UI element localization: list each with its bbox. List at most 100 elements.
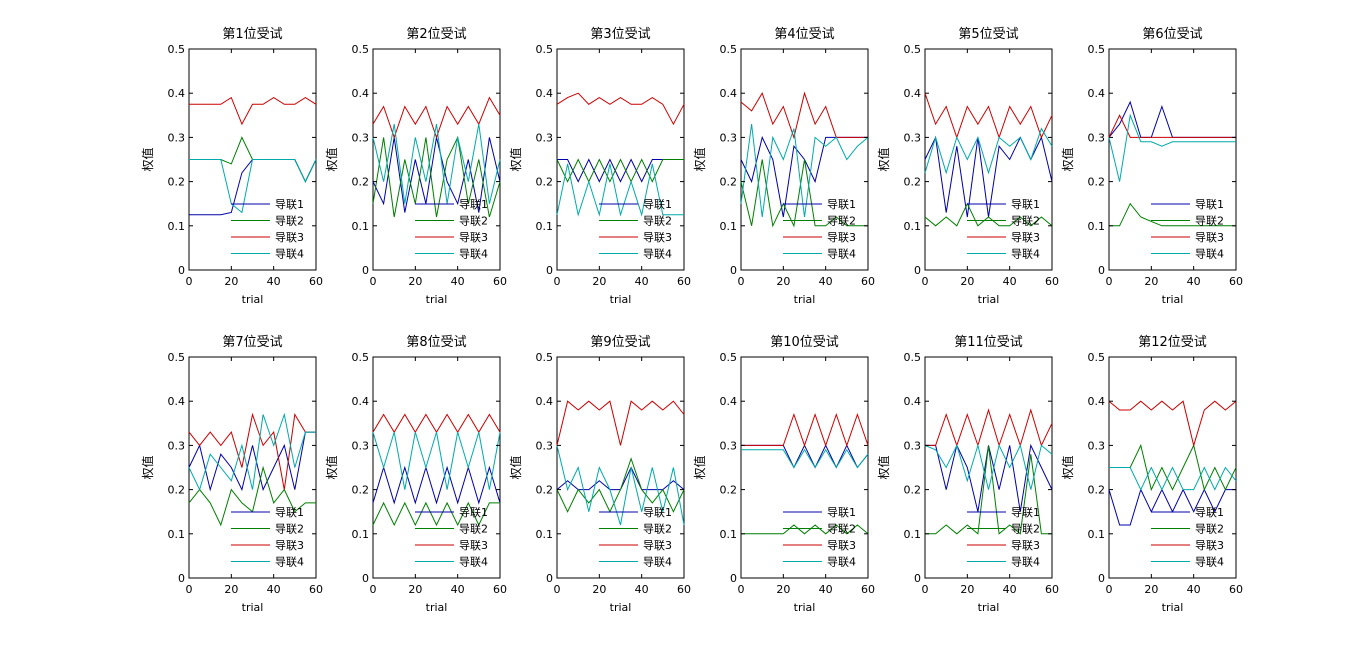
plot-area [740, 356, 869, 579]
y-tick-label: 0 [546, 264, 553, 277]
y-tick-label: 0.2 [536, 176, 554, 189]
x-tick-label: 40 [451, 583, 465, 596]
y-tick-label: 0.3 [904, 131, 922, 144]
y-tick-label: 0.3 [536, 439, 554, 452]
legend-label: 导联4 [1011, 556, 1040, 569]
y-tick-label: 0.5 [352, 43, 370, 56]
y-tick-label: 0.4 [168, 395, 186, 408]
legend-label: 导联4 [459, 556, 488, 569]
y-tick-label: 0 [362, 572, 369, 585]
x-tick-label: 20 [592, 275, 606, 288]
legend-label: 导联4 [1195, 556, 1224, 569]
y-tick-label: 0 [362, 264, 369, 277]
y-tick-label: 0.1 [904, 528, 922, 541]
y-tick-label: 0.2 [904, 484, 922, 497]
y-tick-label: 0.1 [352, 220, 370, 233]
subplot-title: 第6位受试 [1142, 27, 1202, 42]
y-axis-label: 权值 [1060, 455, 1075, 479]
y-tick-label: 0.4 [352, 395, 370, 408]
y-tick-label: 0.4 [904, 87, 922, 100]
series-line-1 [372, 465, 501, 505]
series-line-4 [1108, 113, 1236, 182]
series-line-4 [189, 159, 317, 214]
legend: 导联1 导联2 导联3 导联4 [415, 506, 488, 569]
x-tick-label: 20 [960, 275, 974, 288]
subplot-title: 第2位受试 [406, 27, 466, 42]
legend-label: 导联4 [275, 248, 304, 261]
y-tick-label: 0.5 [904, 43, 922, 56]
y-tick-label: 0.4 [536, 87, 554, 100]
series-line-2 [924, 202, 1053, 227]
subplot-title: 第7位受试 [222, 335, 282, 350]
legend-label: 导联3 [643, 539, 672, 552]
plot-area [1108, 48, 1237, 271]
series-line-4 [740, 124, 869, 218]
x-tick-label: 0 [554, 583, 561, 596]
y-tick-label: 0.2 [168, 176, 186, 189]
y-tick-label: 0.3 [1088, 131, 1106, 144]
y-tick-label: 0.4 [536, 395, 554, 408]
y-tick-label: 0.2 [352, 176, 370, 189]
x-tick-label: 20 [592, 583, 606, 596]
x-tick-label: 40 [1003, 275, 1017, 288]
series-line-2 [740, 159, 868, 228]
x-tick-label: 0 [370, 583, 377, 596]
x-axis-label: trial [794, 293, 816, 306]
x-axis-label: trial [242, 293, 264, 306]
x-tick-label: 60 [493, 583, 507, 596]
x-axis-label: trial [978, 293, 1000, 306]
x-tick-label: 60 [677, 275, 691, 288]
y-tick-label: 0.4 [1088, 87, 1106, 100]
series-line-4 [924, 443, 1053, 490]
y-tick-label: 0.2 [720, 484, 738, 497]
y-tick-label: 0.5 [720, 351, 738, 364]
legend-label: 导联4 [275, 556, 304, 569]
y-tick-label: 0.3 [168, 439, 186, 452]
x-tick-label: 60 [861, 583, 875, 596]
y-tick-label: 0.3 [720, 439, 738, 452]
subplot-title: 第12位受试 [1138, 335, 1207, 350]
y-axis-label: 权值 [876, 147, 891, 171]
y-tick-label: 0 [914, 572, 921, 585]
x-tick-label: 0 [922, 275, 929, 288]
plot-area [372, 356, 501, 579]
series-line-1 [188, 431, 316, 492]
x-axis-label: trial [426, 293, 448, 306]
x-tick-label: 20 [408, 275, 422, 288]
series-line-3 [189, 96, 317, 126]
legend: 导联1 导联2 导联3 导联4 [783, 198, 856, 261]
y-tick-label: 0.2 [1088, 176, 1106, 189]
subplot-title: 第10位受试 [770, 335, 839, 350]
legend-label: 导联3 [459, 231, 488, 244]
subplot-4: 00.10.20.30.40.50 20 40 60第4位受试trial权值导联1导联… [692, 27, 875, 306]
legend-label: 导联1 [1195, 198, 1224, 211]
y-tick-label: 0.2 [1088, 484, 1106, 497]
legend: 导联1 导联2 导联3 导联4 [967, 198, 1040, 261]
y-tick-label: 0.3 [352, 131, 370, 144]
x-tick-label: 40 [1187, 583, 1201, 596]
x-axis-label: trial [978, 601, 1000, 614]
x-tick-label: 40 [1187, 275, 1201, 288]
series-line-2 [556, 158, 684, 183]
y-tick-label: 0 [178, 264, 185, 277]
legend-label: 导联1 [275, 506, 304, 519]
legend-label: 导联2 [459, 523, 488, 536]
legend-label: 导联1 [1011, 198, 1040, 211]
x-tick-label: 0 [738, 583, 745, 596]
series-line-2 [372, 501, 500, 527]
subplot-title: 第1位受试 [222, 27, 282, 42]
legend-label: 导联2 [827, 215, 856, 228]
legend: 导联1 导联2 导联3 导联4 [415, 198, 488, 261]
y-tick-label: 0.1 [720, 220, 738, 233]
legend-label: 导联4 [827, 556, 856, 569]
legend-label: 导联3 [827, 539, 856, 552]
x-tick-label: 60 [1045, 583, 1059, 596]
legend: 导联1 导联2 导联3 导联4 [231, 506, 304, 569]
series-line-2 [372, 135, 501, 218]
series-line-2 [925, 445, 1052, 535]
legend-label: 导联4 [643, 248, 672, 261]
legend-label: 导联3 [1195, 231, 1224, 244]
x-tick-label: 20 [1144, 583, 1158, 596]
legend-label: 导联3 [275, 231, 304, 244]
x-tick-label: 0 [186, 275, 193, 288]
